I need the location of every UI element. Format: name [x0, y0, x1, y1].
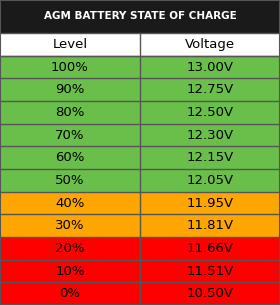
Text: 12.30V: 12.30V	[186, 129, 234, 142]
Text: Level: Level	[52, 38, 88, 51]
Bar	[0, 282, 140, 305]
Bar	[140, 124, 280, 146]
Text: 10.50V: 10.50V	[186, 287, 234, 300]
Text: AGM BATTERY STATE OF CHARGE: AGM BATTERY STATE OF CHARGE	[44, 12, 236, 21]
Bar	[140, 237, 280, 260]
Text: 100%: 100%	[51, 61, 89, 74]
Text: 12.05V: 12.05V	[186, 174, 234, 187]
Text: 11.51V: 11.51V	[186, 264, 234, 278]
Bar	[140, 169, 280, 192]
Bar	[0, 146, 140, 169]
Bar	[0, 260, 140, 282]
Bar	[0, 214, 140, 237]
Bar	[0, 124, 140, 146]
Text: 11.66V: 11.66V	[186, 242, 234, 255]
Bar	[140, 214, 280, 237]
Bar	[0, 192, 140, 214]
Bar	[140, 192, 280, 214]
Bar	[0, 33, 280, 56]
Text: 11.81V: 11.81V	[186, 219, 234, 232]
Bar	[0, 78, 140, 101]
Text: 12.75V: 12.75V	[186, 83, 234, 96]
Text: Voltage: Voltage	[185, 38, 235, 51]
Text: 40%: 40%	[55, 196, 85, 210]
Bar	[0, 169, 140, 192]
Text: 11.95V: 11.95V	[186, 196, 234, 210]
Text: 80%: 80%	[55, 106, 85, 119]
Bar	[140, 282, 280, 305]
Bar	[140, 101, 280, 124]
Text: 60%: 60%	[55, 151, 85, 164]
Text: 20%: 20%	[55, 242, 85, 255]
Text: 13.00V: 13.00V	[186, 61, 234, 74]
Text: 70%: 70%	[55, 129, 85, 142]
Bar	[0, 56, 140, 78]
Text: 30%: 30%	[55, 219, 85, 232]
Text: 0%: 0%	[59, 287, 81, 300]
Text: 10%: 10%	[55, 264, 85, 278]
Bar	[140, 260, 280, 282]
Text: 12.15V: 12.15V	[186, 151, 234, 164]
Bar	[0, 0, 280, 33]
Text: 12.50V: 12.50V	[186, 106, 234, 119]
Text: 50%: 50%	[55, 174, 85, 187]
Bar	[0, 101, 140, 124]
Bar	[140, 56, 280, 78]
Bar	[140, 146, 280, 169]
Bar	[0, 237, 140, 260]
Bar	[140, 78, 280, 101]
Text: 90%: 90%	[55, 83, 85, 96]
